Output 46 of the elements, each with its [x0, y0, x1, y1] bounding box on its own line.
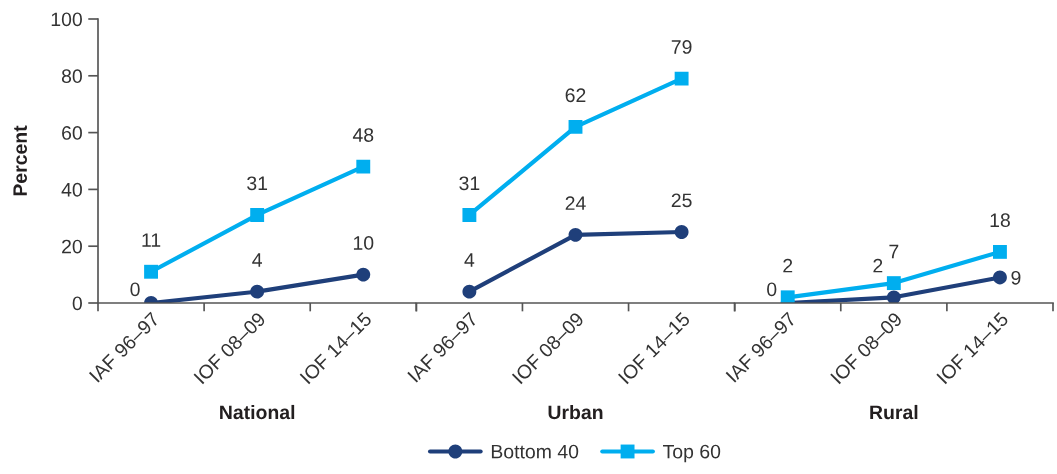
y-tick-label: 60	[62, 126, 82, 140]
legend-label: Top 60	[663, 444, 721, 463]
data-label: 31	[247, 176, 268, 191]
data-label: 62	[565, 88, 586, 103]
data-label: 4	[464, 253, 475, 267]
data-label: 10	[353, 236, 374, 250]
point	[250, 284, 265, 299]
data-label: 11	[142, 233, 161, 247]
data-label: 0	[130, 282, 140, 297]
data-label: 79	[671, 40, 692, 54]
x-axis-title: Urban	[548, 404, 603, 420]
y-axis-title: Percent	[13, 125, 27, 196]
data-label: 2	[783, 258, 793, 273]
data-label: 31	[459, 176, 480, 191]
y-tick-label: 20	[62, 239, 82, 254]
data-label: 48	[352, 128, 374, 142]
data-label: 4	[252, 253, 263, 267]
y-tick-label: 0	[72, 296, 82, 311]
data-label: 7	[889, 244, 899, 259]
data-label: 0	[767, 282, 777, 297]
y-tick-label: 40	[61, 182, 82, 197]
point	[886, 276, 901, 291]
data-label: 24	[565, 196, 586, 210]
legend-label: Bottom 40	[491, 444, 579, 459]
data-label: 25	[671, 193, 692, 208]
point	[674, 71, 689, 86]
data-label: 18	[990, 213, 1010, 228]
x-axis-title: National	[220, 404, 295, 420]
x-axis-title: Rural	[870, 404, 918, 420]
y-tick-label: 80	[61, 69, 82, 84]
point	[462, 208, 477, 222]
point	[780, 290, 795, 303]
point	[250, 208, 265, 222]
point	[674, 225, 689, 239]
point	[462, 284, 477, 299]
point	[356, 159, 371, 174]
point	[568, 227, 583, 242]
point	[886, 290, 901, 303]
point	[993, 244, 1007, 259]
point	[568, 119, 583, 134]
data-label: 2	[873, 258, 883, 273]
y-tick-label: 100	[51, 12, 82, 27]
point	[144, 264, 158, 279]
data-label: 9	[1011, 270, 1021, 285]
point	[356, 267, 371, 282]
point	[993, 270, 1007, 285]
